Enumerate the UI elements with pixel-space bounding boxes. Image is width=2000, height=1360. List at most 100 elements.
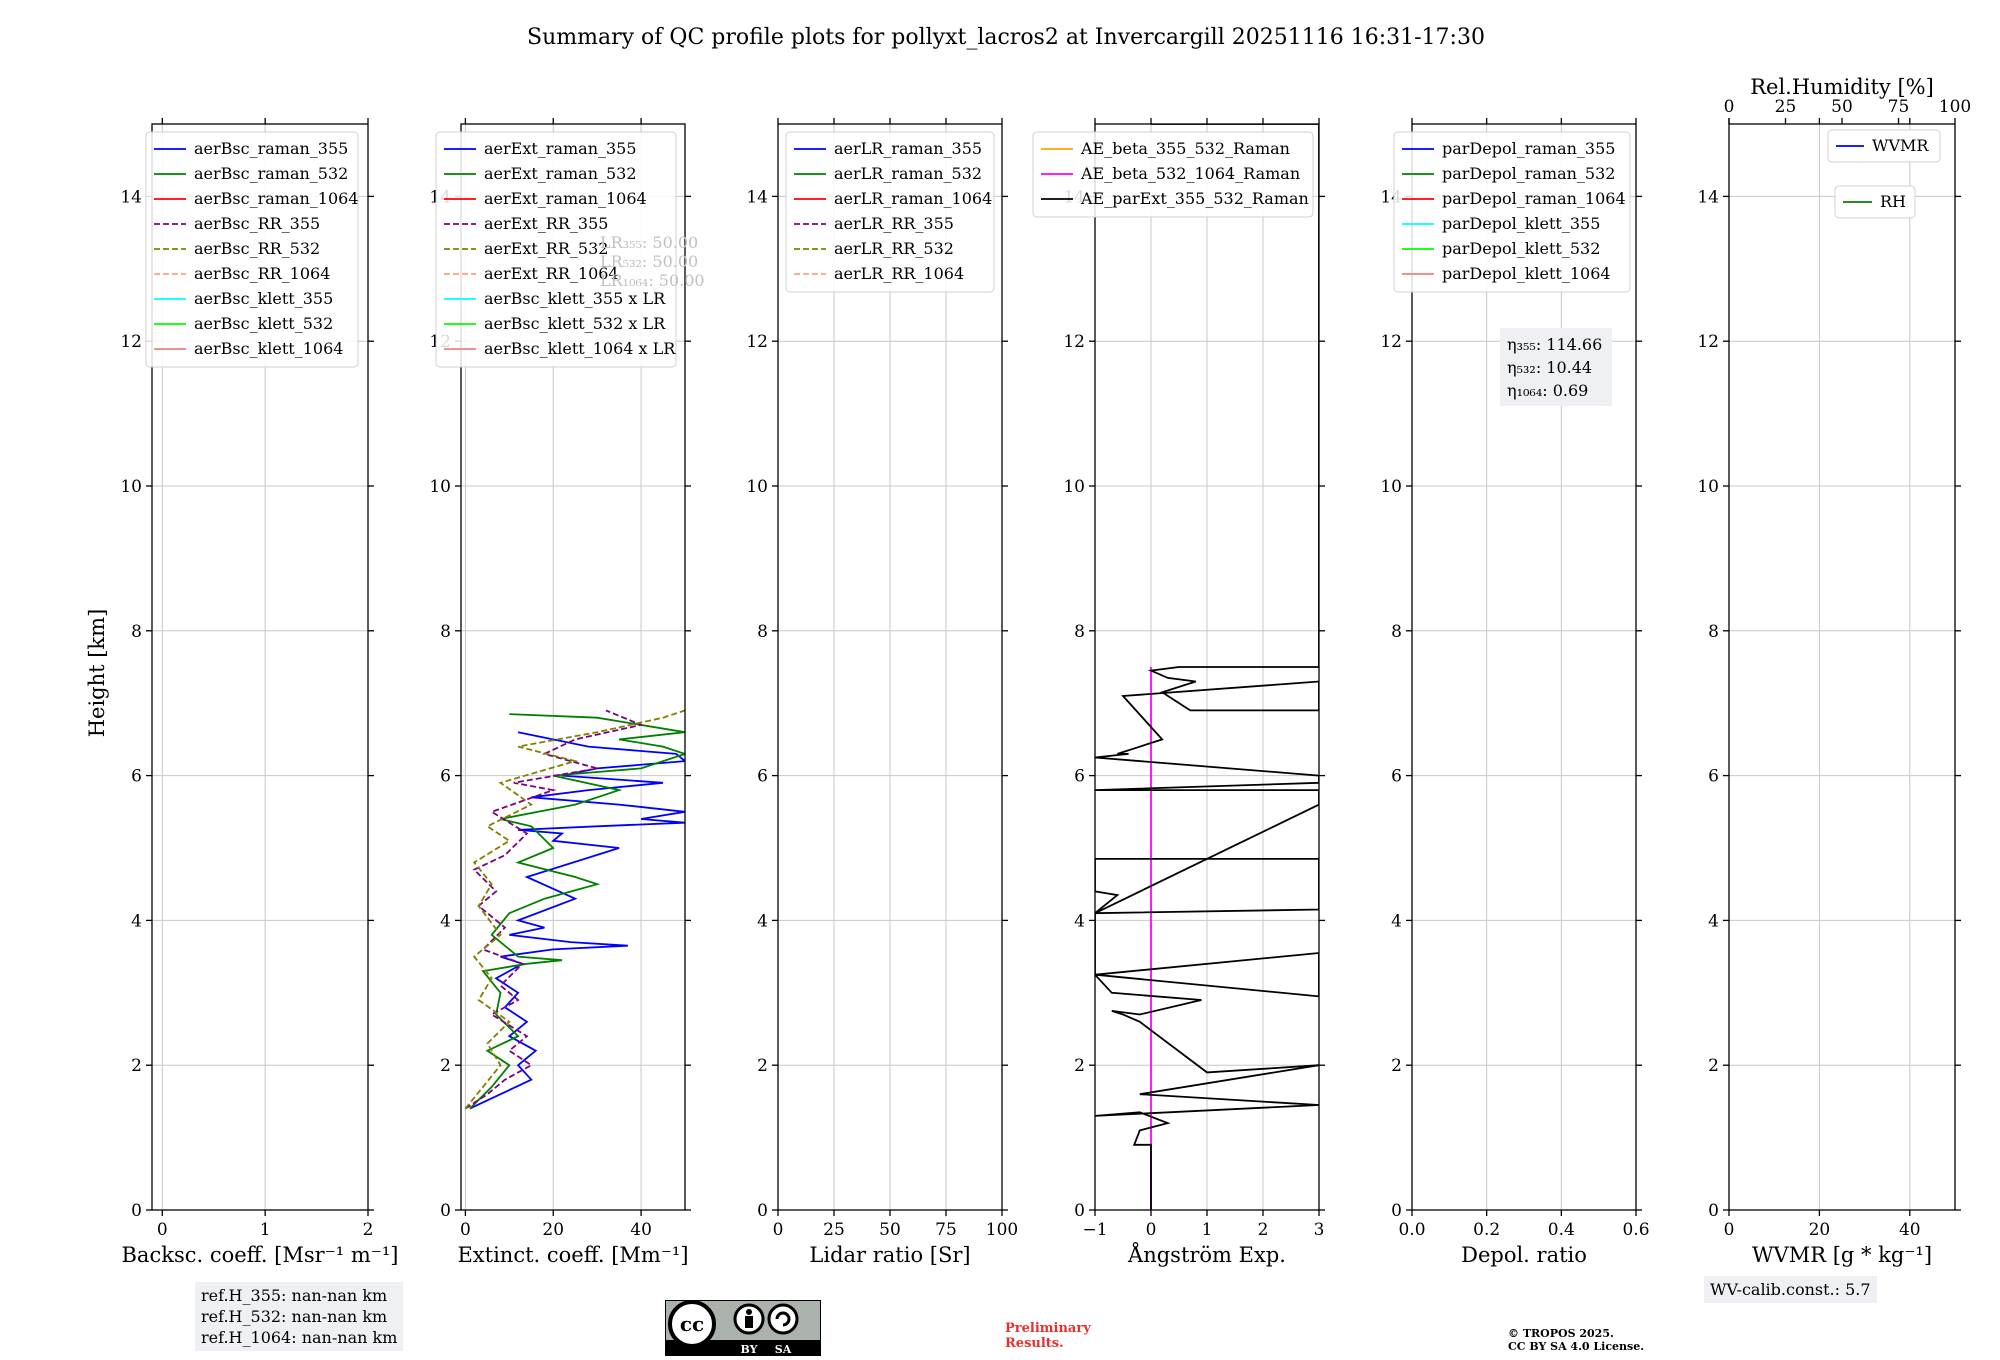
ref-height-box: ref.H_355: nan-nan km ref.H_532: nan-nan… (195, 1282, 404, 1351)
x-tick-label: 20 (542, 1220, 564, 1240)
legend-entry: aerBsc_RR_532 (194, 239, 320, 258)
y-tick-label: 6 (1708, 767, 1719, 787)
legend-entry: aerExt_RR_1064 (484, 264, 619, 283)
y-tick-label: 8 (1391, 622, 1402, 642)
y-tick-label: 10 (1697, 477, 1719, 497)
x-tick-label: 100 (986, 1220, 1018, 1240)
y-tick-label: 12 (1380, 332, 1402, 352)
legend-entry: RH (1880, 192, 1906, 211)
legend-entry: aerBsc_raman_1064 (194, 189, 359, 208)
legend-entry: parDepol_raman_355 (1442, 139, 1615, 158)
top-x-tick-label: 100 (1939, 97, 1971, 117)
legend-entry: aerLR_raman_1064 (834, 189, 992, 208)
legend-entry: aerLR_RR_532 (834, 239, 954, 258)
ref-height-1064: ref.H_1064: nan-nan km (201, 1328, 398, 1347)
legend-entry: aerExt_raman_355 (484, 139, 637, 158)
x-tick-label: 0 (1724, 1220, 1735, 1240)
copyright-note: © TROPOS 2025. CC BY SA 4.0 License. (1508, 1327, 1644, 1353)
legend-entry: WVMR (1872, 136, 1929, 155)
legend-entry: parDepol_klett_532 (1442, 239, 1600, 258)
x-tick-label: 0 (157, 1220, 168, 1240)
series-aerExt_raman_532 (469, 713, 685, 1110)
y-tick-label: 12 (1697, 332, 1719, 352)
eta-label: η₁₀₆₄: 0.69 (1507, 381, 1588, 400)
y-axis-label: Height [km] (85, 609, 109, 738)
x-tick-label: 2 (363, 1220, 374, 1240)
y-tick-label: 2 (131, 1056, 142, 1076)
y-tick-label: 2 (440, 1056, 451, 1076)
top-x-tick-label: 25 (1775, 97, 1797, 117)
legend-entry: aerExt_raman_1064 (484, 189, 647, 208)
lr-label: LR₃₅₅: 50.00 (600, 233, 698, 252)
y-tick-label: 8 (1074, 622, 1085, 642)
y-tick-label: 0 (1391, 1201, 1402, 1221)
legend-frame (1834, 185, 1916, 219)
axes-frame (151, 123, 369, 1211)
x-tick-label: 0.2 (1473, 1220, 1500, 1240)
preliminary-line-2: Results. (1005, 1336, 1064, 1351)
y-tick-label: 2 (1708, 1056, 1719, 1076)
legend-frame (1393, 131, 1631, 293)
series-aerExt_RR_532 (464, 709, 685, 1110)
y-tick-label: 0 (131, 1201, 142, 1221)
cc-by-sa-logo: cc BY SA (665, 1300, 821, 1356)
legend-entry: AE_beta_355_532_Raman (1080, 139, 1290, 158)
wv-calib-box: WV-calib.const.: 5.7 (1704, 1276, 1877, 1303)
top-x-tick-label: 50 (1831, 97, 1853, 117)
y-tick-label: 4 (757, 911, 768, 931)
legend-entry: parDepol_klett_355 (1442, 214, 1600, 233)
legend-entry: aerLR_RR_1064 (834, 264, 964, 283)
y-tick-label: 0 (1708, 1201, 1719, 1221)
legend-entry: aerExt_raman_532 (484, 164, 637, 183)
y-tick-label: 8 (440, 622, 451, 642)
legend-entry: aerBsc_klett_1064 x LR (484, 339, 676, 358)
x-tick-label: 40 (630, 1220, 652, 1240)
legend: parDepol_raman_355 parDepol_raman_532 parD… (1393, 131, 1631, 293)
lr-label: LR₅₃₂: 50.00 (600, 252, 698, 271)
legend: aerBsc_raman_355 aerBsc_raman_532 aerBsc_r… (145, 131, 359, 368)
y-tick-label: 14 (120, 187, 142, 207)
lr-label: LR₁₀₆₄: 50.00 (600, 271, 705, 290)
x-tick-label: 0 (460, 1220, 471, 1240)
legend-wvmr: WVMR (1827, 129, 1941, 163)
y-tick-label: 8 (1708, 622, 1719, 642)
legend-entry: AE_beta_532_1064_Raman (1080, 164, 1300, 183)
x-axis-label: WVMR [g * kg⁻¹] (1752, 1243, 1932, 1267)
y-tick-label: 12 (1063, 332, 1085, 352)
y-tick-label: 2 (1391, 1056, 1402, 1076)
y-tick-label: 4 (131, 911, 142, 931)
legend-entry: AE_parExt_355_532_Raman (1080, 189, 1309, 208)
legend-entry: parDepol_klett_1064 (1442, 264, 1611, 283)
panel-lidar_ratio: 0 2 4 6 8 10 12 14 0 25 50 75 100 Lidar ratio [Sr] aer… (746, 118, 1018, 1267)
sa-icon (767, 1303, 799, 1335)
y-tick-label: 10 (120, 477, 142, 497)
x-tick-label: 3 (1314, 1220, 1325, 1240)
y-tick-label: 0 (1074, 1201, 1085, 1221)
top-x-tick-label: 0 (1724, 97, 1735, 117)
y-tick-label: 4 (440, 911, 451, 931)
y-tick-label: 6 (440, 767, 451, 787)
legend-entry: aerBsc_RR_1064 (194, 264, 330, 283)
x-tick-label: 0 (1146, 1220, 1157, 1240)
wv-calib-const: WV-calib.const.: 5.7 (1710, 1280, 1871, 1299)
legend-rh: RH (1834, 185, 1916, 219)
x-axis-label: Backsc. coeff. [Msr⁻¹ m⁻¹] (122, 1243, 399, 1267)
axes-frame (460, 123, 686, 1211)
x-tick-label: 2 (1258, 1220, 1269, 1240)
legend-entry: aerLR_raman_532 (834, 164, 982, 183)
y-tick-label: 2 (757, 1056, 768, 1076)
x-tick-label: 0.6 (1622, 1220, 1649, 1240)
legend-frame (1032, 131, 1314, 218)
y-tick-label: 14 (746, 187, 768, 207)
y-tick-label: 0 (440, 1201, 451, 1221)
y-tick-label: 10 (429, 477, 451, 497)
cc-sa-label: SA (775, 1343, 792, 1356)
legend-entry: aerBsc_klett_355 (194, 289, 333, 308)
x-tick-label: −1 (1082, 1220, 1107, 1240)
eta-label: η₅₃₂: 10.44 (1507, 358, 1592, 377)
y-tick-label: 6 (757, 767, 768, 787)
